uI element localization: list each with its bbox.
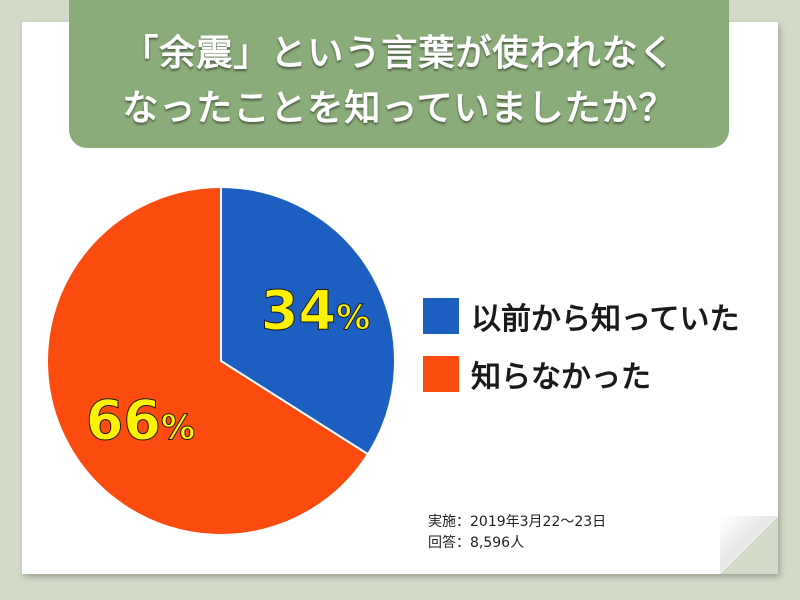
pie-labels: 34% 66%	[85, 279, 370, 453]
title-banner: 「余震」という言葉が使われなく なったことを知っていましたか？	[69, 0, 729, 148]
title-line-1: 「余震」という言葉が使われなく	[122, 33, 676, 74]
respondent-count: 回答：8,596人	[428, 535, 525, 551]
page-curl-fold	[720, 516, 778, 574]
legend-item-knew: 以前から知っていた	[423, 296, 740, 337]
title-line-2: なったことを知っていましたか？	[122, 88, 676, 129]
footnote: 実施：2019年3月22～23日 回答：8,596人	[428, 512, 606, 554]
pie-slices	[46, 185, 396, 536]
pie-label-knew: 34%	[261, 279, 370, 342]
legend-label-did-not-know: 知らなかった	[471, 360, 651, 395]
legend-item-did-not-know: 知らなかった	[423, 354, 651, 395]
legend-swatch-did-not-know	[423, 356, 459, 392]
legend-swatch-knew	[423, 298, 459, 334]
pie-slice-did-not-know	[46, 185, 370, 536]
legend-label-knew: 以前から知っていた	[471, 302, 740, 337]
survey-period: 実施：2019年3月22～23日	[428, 514, 607, 530]
pie-label-did-not-know: 66%	[86, 389, 195, 452]
